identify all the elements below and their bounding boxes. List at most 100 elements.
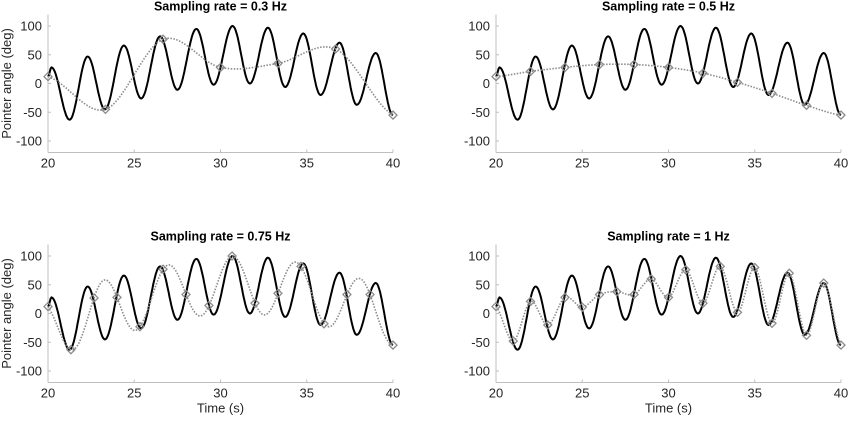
- x-tick-label: 30: [213, 156, 227, 171]
- y-tick-label: 50: [28, 277, 42, 292]
- sample-marker: [801, 330, 812, 341]
- reconstructed-signal-line: [495, 63, 842, 116]
- subplot-title: Sampling rate = 0.3 Hz: [154, 0, 287, 14]
- x-tick-label: 30: [661, 386, 675, 401]
- sample-marker: [715, 261, 726, 272]
- y-tick-label: -100: [464, 134, 490, 149]
- subplot-4: -100 -50 0 50 100 20 25 30 35 40 Sampling rate = 1…: [464, 230, 848, 416]
- x-tick-label: 40: [834, 156, 848, 171]
- x-axis-label: Time (s): [197, 401, 244, 416]
- sample-marker: [646, 274, 657, 284]
- y-tick-label: -100: [16, 134, 42, 149]
- sample-marker: [836, 340, 846, 351]
- sample-marker: [767, 88, 777, 99]
- y-tick-label: -50: [471, 105, 490, 120]
- x-tick-label: 30: [661, 156, 675, 171]
- x-tick-label: 20: [489, 156, 503, 171]
- sample-marker: [112, 292, 122, 303]
- sample-marker: [43, 301, 53, 312]
- y-tick-label: 50: [28, 47, 42, 62]
- sample-marker: [611, 286, 622, 297]
- y-tick-label: 0: [483, 306, 490, 321]
- x-tick-label: 25: [127, 386, 141, 401]
- sample-marker: [732, 307, 743, 318]
- sample-marker: [836, 110, 846, 121]
- y-tick-label: 100: [468, 249, 490, 264]
- x-tick-label: 35: [300, 156, 314, 171]
- sample-marker: [594, 289, 605, 300]
- sample-marker: [66, 344, 76, 355]
- sample-marker: [319, 318, 329, 329]
- subplot-2: -100 -50 0 50 100 20 25 30 35 40 Sampling rate = 0…: [464, 0, 848, 171]
- true-signal-line: [47, 254, 394, 351]
- y-tick-label: 50: [476, 47, 490, 62]
- sample-marker: [204, 300, 214, 311]
- sample-marker: [680, 264, 691, 275]
- reconstructed-signal-line: [495, 265, 842, 346]
- sample-marker: [577, 302, 588, 313]
- sample-marker: [100, 104, 111, 115]
- sample-marker: [342, 289, 352, 300]
- y-tick-label: 100: [20, 249, 42, 264]
- y-tick-label: 100: [468, 19, 490, 34]
- sample-marker: [89, 293, 99, 303]
- subplot-title: Sampling rate = 1 Hz: [607, 230, 730, 244]
- sample-marker: [594, 59, 605, 70]
- sample-marker: [560, 292, 570, 303]
- y-tick-label: 100: [20, 19, 42, 34]
- x-tick-label: 25: [575, 386, 589, 401]
- reconstructed-signal-line: [47, 255, 394, 351]
- sample-marker: [273, 288, 283, 299]
- sample-marker: [560, 62, 570, 73]
- sample-marker: [525, 66, 536, 77]
- sample-marker: [491, 301, 501, 312]
- sample-marker: [250, 298, 260, 309]
- x-tick-label: 25: [127, 156, 141, 171]
- sample-marker: [698, 68, 708, 79]
- sample-marker: [388, 340, 398, 351]
- sample-marker: [330, 44, 341, 54]
- sample-marker: [215, 62, 226, 73]
- subplot-1: -100 -50 0 50 100 20 25 30 35 40 Sampling rate = 0…: [0, 0, 400, 171]
- sample-marker: [296, 261, 306, 272]
- y-tick-label: -50: [23, 105, 42, 120]
- subplot-3: -100 -50 0 50 100 20 25 30 35 40 Sampling rate = 0…: [0, 230, 400, 416]
- x-tick-label: 30: [213, 386, 227, 401]
- x-tick-label: 35: [300, 386, 314, 401]
- true-signal-line: [495, 254, 842, 351]
- sample-marker: [525, 296, 536, 307]
- x-tick-label: 40: [834, 386, 848, 401]
- x-tick-label: 20: [41, 386, 55, 401]
- y-tick-label: 0: [35, 76, 42, 91]
- sample-marker: [542, 320, 553, 330]
- true-signal-line: [495, 24, 842, 121]
- sample-marker: [749, 262, 760, 273]
- sample-marker: [365, 289, 375, 300]
- sample-marker: [663, 62, 674, 73]
- x-tick-label: 20: [41, 156, 55, 171]
- sample-marker: [273, 58, 283, 69]
- y-tick-label: -50: [23, 335, 42, 350]
- y-tick-label: -100: [16, 364, 42, 379]
- x-tick-label: 35: [748, 156, 762, 171]
- sample-marker: [135, 321, 145, 332]
- sample-marker: [158, 34, 168, 45]
- y-axis-label: Pointer angle (deg): [0, 258, 14, 369]
- x-tick-label: 25: [575, 156, 589, 171]
- sample-marker: [629, 59, 639, 70]
- x-tick-label: 20: [489, 386, 503, 401]
- y-tick-label: 0: [483, 76, 490, 91]
- subplot-title: Sampling rate = 0.5 Hz: [602, 0, 735, 14]
- sample-marker: [663, 292, 674, 303]
- x-tick-label: 40: [386, 386, 400, 401]
- sample-marker: [801, 100, 812, 111]
- sample-marker: [732, 77, 743, 88]
- sample-marker: [508, 336, 519, 347]
- sample-marker: [227, 251, 237, 261]
- sample-marker: [698, 298, 708, 309]
- sample-marker: [818, 278, 829, 288]
- subplot-title: Sampling rate = 0.75 Hz: [151, 230, 291, 244]
- sample-marker: [767, 318, 777, 329]
- sample-marker: [491, 71, 501, 82]
